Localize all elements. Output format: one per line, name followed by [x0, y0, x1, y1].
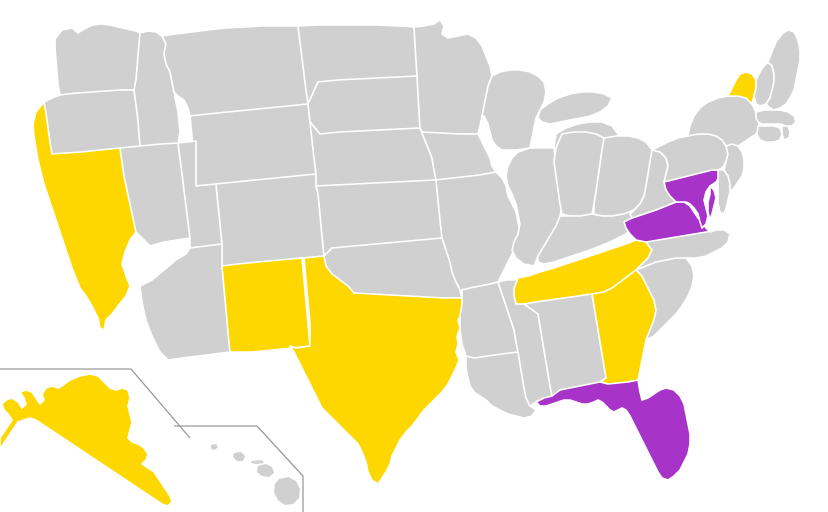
state-hawaii-big-island[interactable]: [274, 477, 300, 505]
state-georgia[interactable]: [591, 269, 657, 385]
state-texas[interactable]: [289, 255, 465, 485]
state-new-york[interactable]: [687, 95, 761, 147]
state-new-jersey[interactable]: [723, 143, 745, 193]
state-hawaii[interactable]: [211, 444, 218, 450]
state-wisconsin[interactable]: [481, 69, 547, 151]
state-hawaii-molokai[interactable]: [251, 460, 264, 464]
state-oregon[interactable]: [43, 89, 141, 155]
state-colorado[interactable]: [215, 173, 325, 267]
state-louisiana[interactable]: [465, 351, 537, 419]
state-indiana[interactable]: [553, 131, 605, 217]
state-south-dakota[interactable]: [307, 75, 421, 135]
state-wyoming[interactable]: [189, 103, 317, 187]
state-hawaii-oahu[interactable]: [233, 452, 245, 461]
state-florida[interactable]: [535, 379, 691, 481]
state-california[interactable]: [32, 101, 137, 331]
state-connecticut[interactable]: [756, 125, 783, 143]
state-missouri[interactable]: [435, 171, 521, 299]
state-maine[interactable]: [765, 29, 801, 111]
state-alaska[interactable]: [0, 373, 173, 507]
state-rhode-island[interactable]: [781, 125, 791, 141]
hawaii-islands[interactable]: [211, 444, 300, 505]
hawaii-inset-frame: [174, 425, 304, 512]
state-washington[interactable]: [54, 23, 141, 96]
state-massachusetts[interactable]: [755, 109, 797, 127]
state-maryland[interactable]: [663, 169, 721, 229]
state-hawaii-maui[interactable]: [257, 464, 274, 477]
alaska-inset-frame: [0, 368, 191, 439]
state-new-mexico[interactable]: [221, 257, 311, 353]
